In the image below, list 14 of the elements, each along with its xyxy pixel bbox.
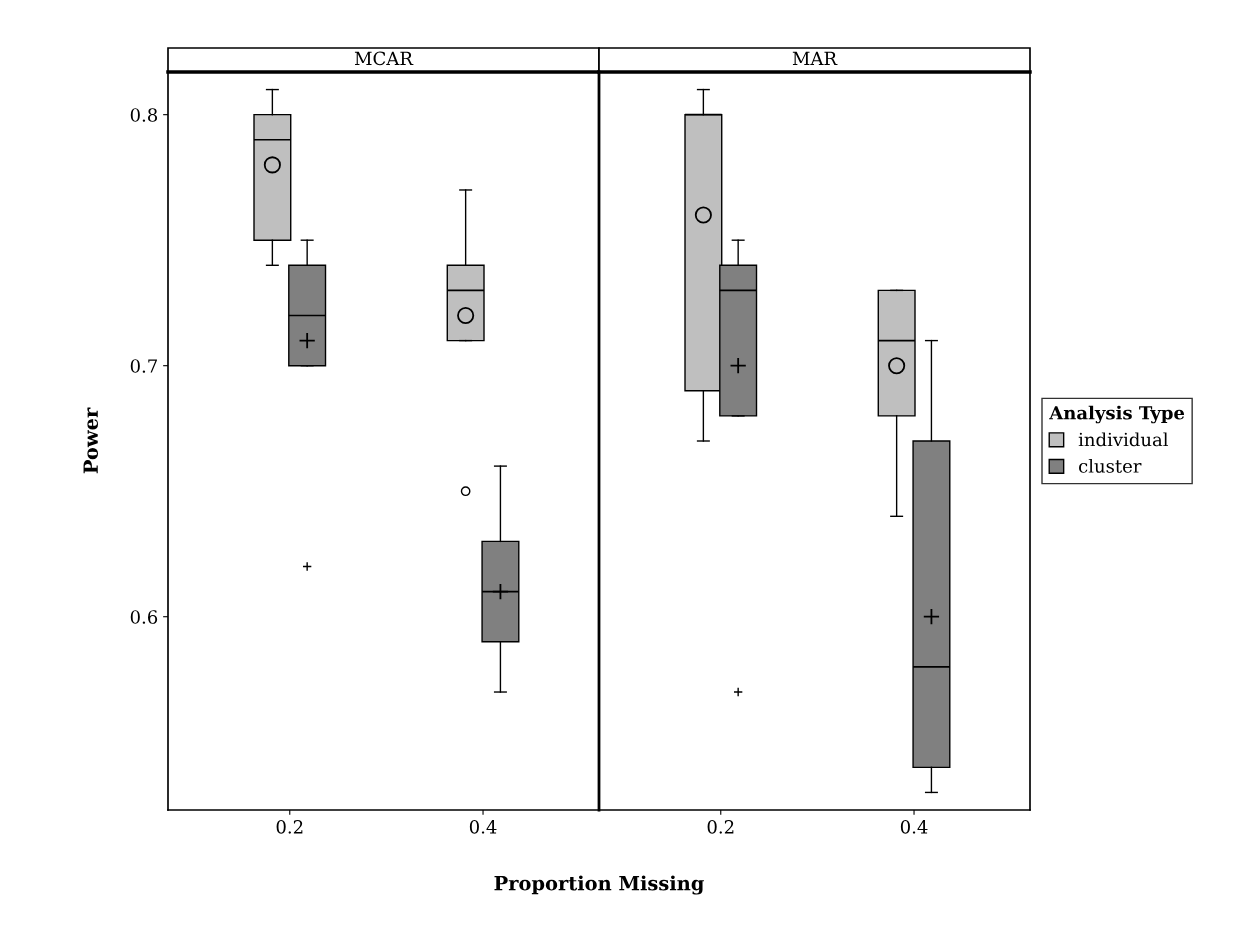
legend-label: cluster bbox=[1079, 458, 1142, 473]
x-axis-title: Proportion Missing bbox=[494, 875, 704, 895]
x-tick-label: 0.2 bbox=[276, 820, 303, 834]
x-tick-label: 0.2 bbox=[707, 820, 734, 834]
x-tick-label: 0.4 bbox=[469, 820, 497, 834]
y-tick-label: 0.7 bbox=[130, 359, 157, 373]
legend-label: individual bbox=[1078, 432, 1169, 447]
chart-title: MAR bbox=[792, 51, 838, 65]
y-tick-label: 0.6 bbox=[130, 610, 158, 624]
y-tick-label: 0.8 bbox=[130, 108, 158, 122]
legend-title: Analysis Type bbox=[1049, 405, 1185, 424]
chart-title: MCAR bbox=[354, 51, 414, 66]
y-axis-title: Power bbox=[83, 407, 99, 474]
x-tick-label: 0.4 bbox=[900, 820, 928, 834]
